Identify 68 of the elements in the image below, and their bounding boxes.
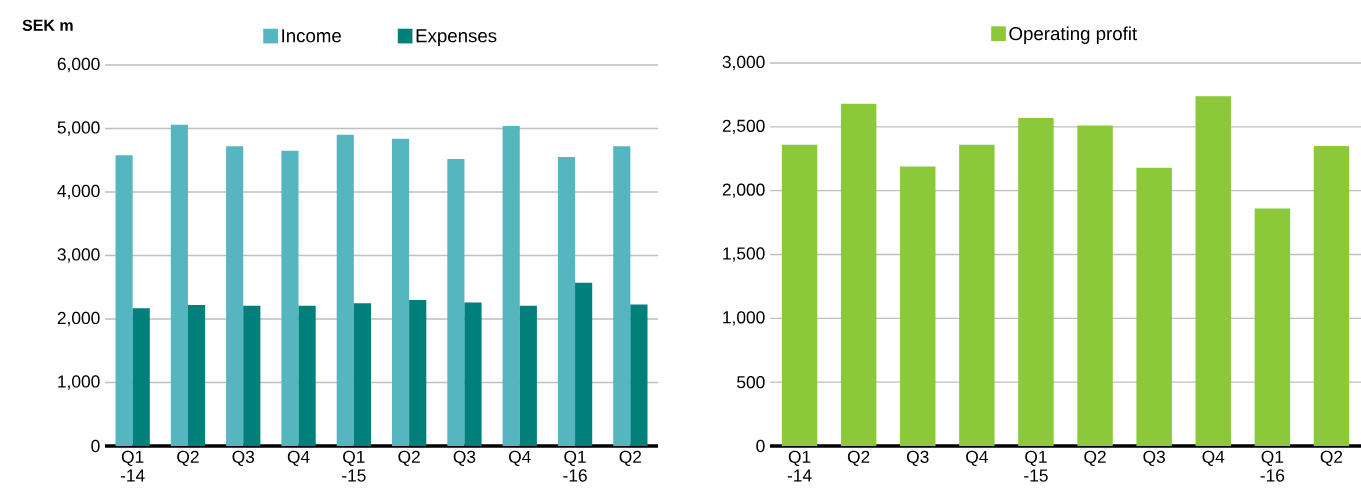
x-tick-label: Q2 (177, 450, 199, 467)
x-tick-label: Q2 (619, 450, 642, 467)
x-tick-label: Q1 -14 (120, 450, 145, 482)
x-tick-label: Q1 -14 (787, 450, 812, 482)
y-tick-label: 5,000 (57, 121, 100, 136)
y-tick-label: 3,000 (722, 55, 765, 71)
bar (281, 150, 299, 446)
bar (243, 305, 261, 446)
y-axis-title: SEK m (22, 19, 73, 31)
bar (409, 299, 427, 446)
bar (447, 158, 465, 446)
x-tick-label: Q3 (232, 450, 255, 467)
x-tick-label: Q2 (1084, 450, 1106, 467)
x-tick-label: Q3 (453, 450, 476, 467)
bar (336, 134, 354, 446)
y-tick-label: 0 (756, 439, 765, 453)
y-tick-label: 3,000 (57, 248, 100, 263)
bar (1254, 208, 1291, 446)
y-tick-label: 500 (737, 376, 765, 389)
bar (959, 144, 995, 446)
bar (840, 103, 877, 446)
y-tick-label: 1,500 (723, 247, 765, 262)
y-tick-label: 6,000 (57, 57, 100, 73)
bar (781, 144, 818, 446)
x-tick-label: Q4 (509, 450, 531, 467)
x-tick-label: Q2 (1320, 450, 1343, 467)
legend-label: Operating profit (1009, 26, 1138, 44)
bar (392, 138, 410, 446)
bar (1195, 96, 1231, 446)
bar (1018, 117, 1054, 446)
bar (575, 282, 593, 446)
bar (132, 308, 150, 446)
x-tick-label: Q2 (398, 450, 420, 467)
x-tick-label: Q4 (1202, 450, 1225, 467)
y-tick-label: 2,000 (722, 183, 765, 198)
bar (502, 125, 520, 446)
bar (630, 304, 648, 446)
x-tick-label: Q1 -15 (1024, 450, 1048, 482)
x-tick-label: Q1 -16 (563, 450, 587, 482)
bar (519, 305, 537, 446)
bar (613, 146, 631, 446)
bar (226, 146, 244, 446)
y-tick-label: 0 (91, 439, 100, 453)
bar (464, 302, 482, 446)
bar (557, 157, 576, 446)
x-tick-label: Q3 (1143, 450, 1165, 467)
legend-label: Expenses (416, 29, 497, 47)
legend-label: Income (282, 29, 341, 43)
x-tick-label: Q1 -15 (342, 450, 366, 482)
bar (115, 155, 133, 446)
bar (170, 124, 188, 446)
bar (187, 305, 206, 446)
y-tick-label: 1,000 (58, 375, 100, 390)
y-tick-label: 1,000 (723, 311, 765, 326)
y-tick-label: 2,000 (57, 311, 100, 327)
y-tick-label: 4,000 (57, 184, 100, 200)
y-tick-label: 2,500 (722, 119, 765, 134)
bar (1136, 167, 1172, 446)
bar (900, 166, 936, 446)
bar (353, 303, 371, 446)
bar (1313, 145, 1350, 446)
x-tick-label: Q4 (966, 450, 988, 467)
x-tick-label: Q2 (847, 450, 870, 467)
x-tick-label: Q3 (907, 450, 929, 467)
bar (1077, 125, 1113, 446)
bar (298, 305, 316, 446)
x-tick-label: Q4 (287, 450, 310, 467)
x-tick-label: Q1 -16 (1260, 450, 1285, 482)
